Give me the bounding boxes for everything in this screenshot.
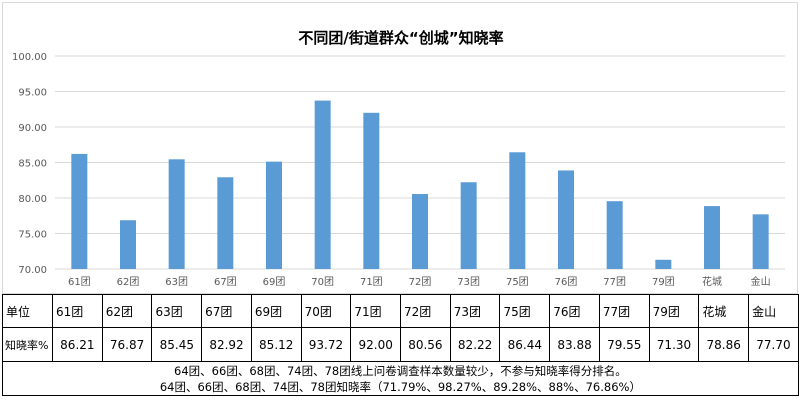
y-tick-label: 90.00 bbox=[18, 123, 47, 134]
unit-cell: 63团 bbox=[151, 294, 203, 328]
unit-cell: 71团 bbox=[350, 294, 402, 328]
x-tick-label: 67团 bbox=[214, 276, 237, 288]
unit-cell: 73团 bbox=[449, 294, 501, 328]
unit-cell: 76团 bbox=[549, 294, 600, 328]
bar-13 bbox=[704, 206, 720, 269]
bar-chart: 不同团/街道群众“创城”知晓率 70.00 75.00 80.00 85.00 90.0… bbox=[12, 29, 785, 288]
x-tick-label: 71团 bbox=[360, 276, 383, 288]
x-tick-label: 61团 bbox=[68, 276, 91, 288]
bar-11 bbox=[606, 201, 623, 269]
y-axis-ticks: 70.00 75.00 80.00 85.00 90.00 95.00 100.00 bbox=[12, 52, 47, 276]
unit-cell: 花城 bbox=[698, 294, 750, 328]
rate-cell: 83.88 bbox=[549, 327, 600, 362]
bar-9 bbox=[509, 152, 526, 269]
rate-cell: 85.45 bbox=[151, 327, 203, 362]
bar-7 bbox=[412, 194, 428, 269]
rate-cell: 80.56 bbox=[400, 327, 451, 362]
unit-row: 单位 61团 62团 63团 67团 69团 70团 71团 72团 73团 75团 76团 77团 7… bbox=[2, 294, 799, 328]
rate-header-cell: 知晓率% bbox=[2, 327, 53, 362]
x-tick-label: 76团 bbox=[555, 276, 578, 288]
x-tick-label: 77团 bbox=[603, 276, 626, 288]
note-cell: 64团、66团、68团、74团、78团线上问卷调查样本数量较少，不参与知晓率得分… bbox=[2, 361, 799, 396]
unit-cell: 67团 bbox=[201, 294, 252, 328]
y-tick-label: 70.00 bbox=[18, 265, 47, 276]
y-tick-label: 100.00 bbox=[12, 52, 47, 63]
bar-1 bbox=[120, 220, 136, 269]
bar-8 bbox=[460, 182, 477, 269]
rate-cell: 78.86 bbox=[698, 327, 750, 362]
bar-4 bbox=[266, 161, 282, 269]
data-table: 单位 61团 62团 63团 67团 69团 70团 71团 72团 73团 75团 76团 77团 7… bbox=[2, 294, 799, 396]
rate-cell: 85.12 bbox=[250, 327, 302, 362]
rate-cell: 82.22 bbox=[449, 327, 501, 362]
bar-10 bbox=[558, 170, 574, 269]
unit-cell: 75团 bbox=[499, 294, 551, 328]
unit-cell: 72团 bbox=[400, 294, 451, 328]
rate-cell: 79.55 bbox=[598, 327, 650, 362]
x-tick-label: 75团 bbox=[506, 276, 529, 288]
rate-cell: 93.72 bbox=[300, 327, 352, 362]
y-tick-label: 80.00 bbox=[18, 194, 47, 205]
bars bbox=[71, 100, 769, 269]
rate-cell: 92.00 bbox=[350, 327, 402, 362]
y-tick-label: 75.00 bbox=[18, 230, 47, 241]
bar-0 bbox=[71, 153, 88, 269]
note-row: 64团、66团、68团、74团、78团线上问卷调查样本数量较少，不参与知晓率得分… bbox=[2, 361, 799, 396]
y-tick-label: 85.00 bbox=[18, 159, 47, 170]
rate-cell: 82.92 bbox=[201, 327, 252, 362]
chart-title: 不同团/街道群众“创城”知晓率 bbox=[298, 29, 503, 47]
x-tick-label: 73团 bbox=[457, 276, 480, 288]
x-axis-ticks: 61团 62团 63团 67团 69团 70团 71团 72团 73团 75团 76团 77团 79团 花… bbox=[68, 275, 771, 288]
unit-cell: 金山 bbox=[748, 294, 799, 328]
rate-cell: 71.30 bbox=[648, 327, 700, 362]
x-tick-label: 金山 bbox=[751, 275, 771, 288]
x-tick-label: 花城 bbox=[702, 275, 722, 288]
unit-cell: 61团 bbox=[52, 294, 103, 328]
unit-cell: 62团 bbox=[101, 294, 153, 328]
x-tick-label: 79团 bbox=[652, 276, 675, 288]
chart-frame: 不同团/街道群众“创城”知晓率 70.00 75.00 80.00 85.00 90.0… bbox=[2, 2, 798, 294]
x-tick-label: 69团 bbox=[263, 276, 286, 288]
bar-5 bbox=[314, 100, 331, 269]
x-tick-label: 72团 bbox=[409, 276, 432, 288]
x-tick-label: 63团 bbox=[165, 276, 188, 288]
bar-14 bbox=[752, 214, 769, 269]
rate-row: 知晓率% 86.21 76.87 85.45 82.92 85.12 93.72 92.00… bbox=[2, 327, 799, 362]
unit-cell: 79团 bbox=[648, 294, 700, 328]
rate-cell: 77.70 bbox=[748, 327, 799, 362]
unit-header-cell: 单位 bbox=[2, 294, 53, 328]
unit-cell: 69团 bbox=[250, 294, 302, 328]
unit-cell: 77团 bbox=[598, 294, 650, 328]
bar-12 bbox=[655, 259, 672, 269]
unit-cell: 70团 bbox=[300, 294, 352, 328]
rate-cell: 86.44 bbox=[499, 327, 551, 362]
y-tick-label: 95.00 bbox=[18, 88, 47, 99]
bar-6 bbox=[363, 112, 380, 269]
x-tick-label: 62团 bbox=[117, 276, 140, 288]
x-tick-label: 70团 bbox=[311, 276, 334, 288]
bar-2 bbox=[168, 159, 185, 269]
rate-cell: 76.87 bbox=[101, 327, 153, 362]
bar-3 bbox=[217, 177, 234, 269]
note-line-1: 64团、66团、68团、74团、78团线上问卷调查样本数量较少，不参与知晓率得分… bbox=[174, 363, 627, 378]
note-line-2: 64团、66团、68团、74团、78团知晓率（71.79%、98.27%、89.… bbox=[159, 379, 641, 394]
rate-cell: 86.21 bbox=[52, 327, 103, 362]
